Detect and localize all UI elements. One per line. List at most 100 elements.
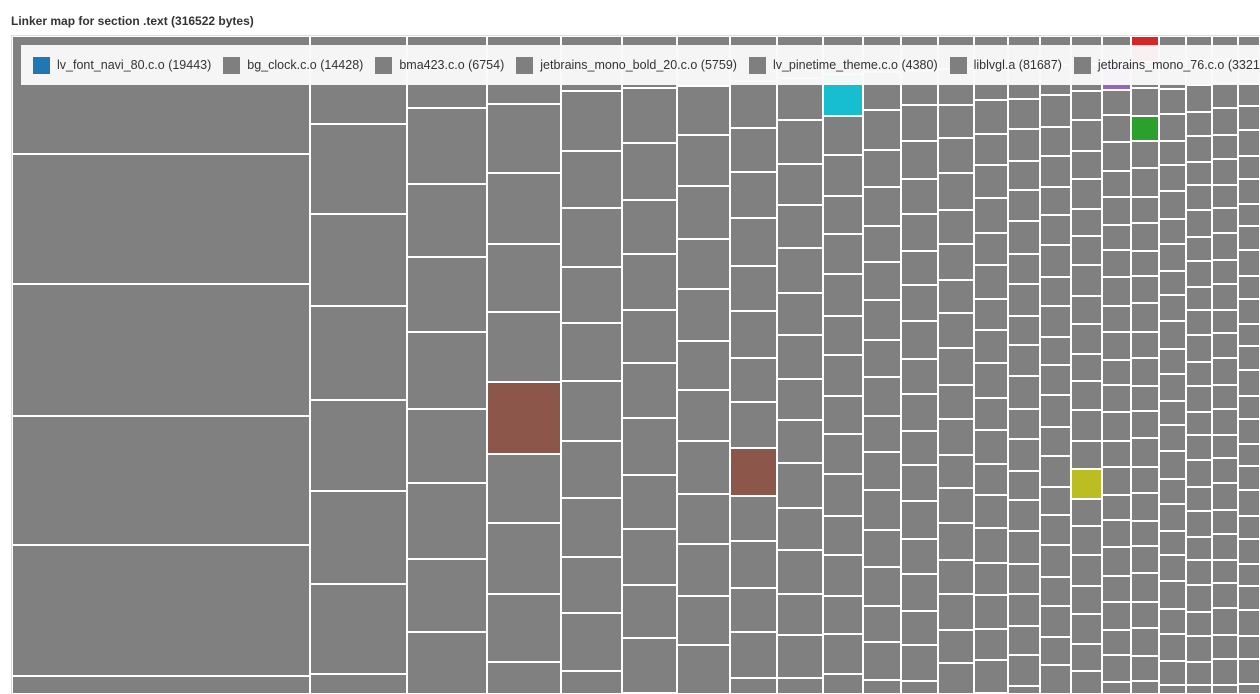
treemap-cell[interactable] (731, 312, 776, 357)
treemap-cell[interactable] (1132, 657, 1158, 680)
treemap-cell[interactable] (902, 682, 937, 693)
treemap-cell[interactable] (678, 646, 729, 693)
treemap-cell[interactable] (1072, 615, 1101, 643)
treemap-cell[interactable] (1239, 637, 1259, 658)
treemap-cell[interactable] (1213, 511, 1237, 533)
treemap-cell[interactable] (1072, 382, 1101, 409)
treemap-cell[interactable] (1239, 300, 1259, 323)
treemap-cell[interactable] (1009, 627, 1039, 654)
treemap-cell[interactable] (1213, 311, 1237, 332)
treemap-cell[interactable] (311, 307, 406, 399)
treemap-cell[interactable] (1187, 663, 1211, 684)
treemap-cell[interactable] (1213, 686, 1237, 693)
treemap-cell[interactable] (975, 135, 1007, 164)
treemap-cell[interactable] (1072, 210, 1101, 235)
treemap-cell[interactable] (975, 166, 1007, 197)
treemap-cell[interactable] (1187, 387, 1211, 411)
treemap-cell[interactable] (1072, 152, 1101, 178)
treemap-cell[interactable] (1103, 631, 1130, 654)
treemap-cell[interactable] (1072, 672, 1101, 693)
treemap-cell[interactable] (778, 165, 822, 204)
treemap-cell[interactable] (1041, 216, 1070, 244)
treemap-cell[interactable] (1187, 436, 1211, 459)
treemap-cell[interactable] (864, 378, 900, 415)
treemap-cell[interactable] (1103, 307, 1130, 331)
treemap-cell[interactable] (778, 509, 822, 549)
treemap-cell[interactable] (623, 419, 676, 474)
treemap-cell[interactable] (1132, 224, 1158, 250)
treemap-cell[interactable] (623, 201, 676, 253)
treemap-cell[interactable] (488, 524, 560, 593)
treemap-cell[interactable] (1009, 130, 1039, 160)
treemap-cell[interactable] (1160, 582, 1185, 608)
treemap-cell[interactable] (902, 286, 937, 320)
treemap-cell[interactable] (488, 383, 560, 453)
treemap-cell[interactable] (1187, 512, 1211, 536)
treemap-cell[interactable] (1160, 220, 1185, 243)
treemap-cell[interactable] (1103, 683, 1130, 693)
treemap-cell[interactable] (1187, 86, 1211, 111)
treemap-cell[interactable] (623, 586, 676, 637)
treemap-cell[interactable] (975, 300, 1007, 329)
treemap-cell[interactable] (1160, 166, 1185, 190)
treemap-cell[interactable] (1239, 467, 1259, 489)
treemap-cell[interactable] (488, 455, 560, 522)
treemap-cell[interactable] (824, 597, 862, 633)
treemap-cell[interactable] (1072, 266, 1101, 295)
treemap-cell[interactable] (864, 341, 900, 376)
treemap-cell[interactable] (1041, 578, 1070, 605)
treemap-cell[interactable] (488, 105, 560, 172)
treemap-cell[interactable] (1239, 131, 1259, 155)
treemap-cell[interactable] (1009, 100, 1039, 128)
treemap-cell[interactable] (939, 245, 973, 279)
treemap-cell[interactable] (1009, 410, 1039, 438)
treemap-cell[interactable] (562, 672, 621, 693)
treemap-cell[interactable] (562, 614, 621, 670)
treemap-cell[interactable] (1132, 547, 1158, 572)
treemap-cell[interactable] (1213, 410, 1237, 434)
treemap-cell[interactable] (1160, 322, 1185, 348)
treemap-cell[interactable] (1239, 251, 1259, 275)
treemap-cell[interactable] (1103, 468, 1130, 494)
treemap-cell[interactable] (311, 401, 406, 490)
treemap-cell[interactable] (975, 101, 1007, 133)
treemap-cell[interactable] (1132, 439, 1158, 466)
treemap-cell[interactable] (1160, 192, 1185, 218)
treemap-cell[interactable] (623, 144, 676, 199)
treemap-cell[interactable] (1072, 556, 1101, 585)
treemap-cell[interactable] (902, 180, 937, 213)
treemap-cell[interactable] (623, 255, 676, 309)
treemap-cell[interactable] (824, 197, 862, 233)
treemap-cell[interactable] (1132, 682, 1158, 693)
treemap-cell[interactable] (1072, 297, 1101, 323)
treemap-cell[interactable] (678, 597, 729, 644)
treemap-cell[interactable] (1009, 501, 1039, 530)
treemap-cell[interactable] (1072, 355, 1101, 380)
treemap-cell[interactable] (864, 263, 900, 299)
treemap-cell[interactable] (1009, 346, 1039, 375)
treemap-cell[interactable] (1103, 361, 1130, 384)
treemap-cell[interactable] (311, 125, 406, 213)
treemap-cell[interactable] (778, 636, 822, 677)
treemap-cell[interactable] (1187, 686, 1211, 693)
treemap-cell[interactable] (13, 417, 309, 544)
treemap-cell[interactable] (731, 267, 776, 310)
treemap-cell[interactable] (1041, 366, 1070, 394)
treemap-cell[interactable] (939, 664, 973, 693)
treemap-cell[interactable] (864, 531, 900, 566)
treemap-cell[interactable] (939, 456, 973, 487)
treemap-cell[interactable] (778, 206, 822, 247)
treemap-cell[interactable] (1009, 687, 1039, 693)
treemap-cell[interactable] (1213, 109, 1237, 134)
treemap-cell[interactable] (562, 92, 621, 150)
treemap-cell[interactable] (731, 82, 776, 127)
treemap-cell[interactable] (1213, 261, 1237, 283)
treemap-cell[interactable] (1103, 521, 1130, 546)
treemap-cell[interactable] (1213, 484, 1237, 509)
treemap-cell[interactable] (1132, 574, 1158, 601)
treemap-cell[interactable] (1132, 277, 1158, 302)
treemap-cell[interactable] (824, 356, 862, 395)
treemap-cell[interactable] (864, 417, 900, 451)
treemap-cell[interactable] (1132, 252, 1158, 275)
treemap-cell[interactable] (13, 285, 309, 415)
